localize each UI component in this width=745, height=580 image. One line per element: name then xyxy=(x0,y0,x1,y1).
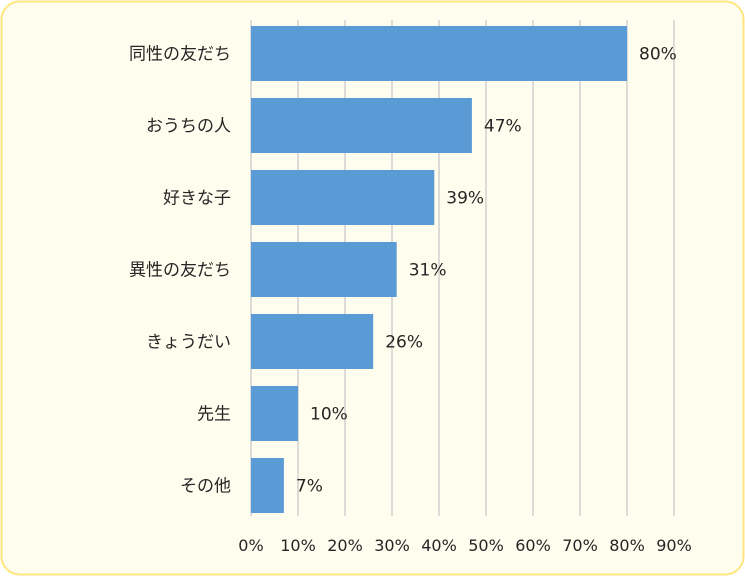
bar-3 xyxy=(251,242,397,297)
x-axis-tick-labels: 0% 10% 20% 30% 40% 50% 60% 70% 80% 90% xyxy=(238,536,691,555)
x-tick-label-4: 40% xyxy=(421,536,457,555)
category-label-5: 先生 xyxy=(197,405,231,425)
category-label-4: きょうだい xyxy=(146,333,231,353)
x-tick-label-7: 70% xyxy=(562,536,598,555)
x-tick-label-5: 50% xyxy=(468,536,504,555)
x-tick-label-6: 60% xyxy=(515,536,551,555)
category-label-0: 同性の友だち xyxy=(129,45,231,65)
x-tick-label-8: 80% xyxy=(609,536,645,555)
x-tick-label-9: 90% xyxy=(656,536,692,555)
bar-6 xyxy=(251,458,284,513)
bars xyxy=(251,26,627,513)
x-tick-label-1: 10% xyxy=(280,536,316,555)
x-tick-label-0: 0% xyxy=(238,536,263,555)
value-labels: 80% 47% 39% 31% 26% 10% 7% xyxy=(296,45,677,497)
value-label-1: 47% xyxy=(484,117,522,137)
bar-5 xyxy=(251,386,298,441)
value-label-5: 10% xyxy=(310,405,348,425)
bar-4 xyxy=(251,314,374,369)
bar-2 xyxy=(251,170,435,225)
value-label-6: 7% xyxy=(296,477,323,497)
category-label-3: 異性の友だち xyxy=(129,261,231,281)
value-label-2: 39% xyxy=(446,189,484,209)
x-tick-label-2: 20% xyxy=(327,536,363,555)
value-label-0: 80% xyxy=(639,45,677,65)
category-label-1: おうちの人 xyxy=(146,117,231,137)
bar-0 xyxy=(251,26,627,81)
category-label-6: その他 xyxy=(180,477,231,497)
bar-1 xyxy=(251,98,472,153)
category-label-2: 好きな子 xyxy=(163,189,231,209)
x-tick-label-3: 30% xyxy=(374,536,410,555)
value-label-4: 26% xyxy=(385,333,423,353)
value-label-3: 31% xyxy=(409,261,447,281)
